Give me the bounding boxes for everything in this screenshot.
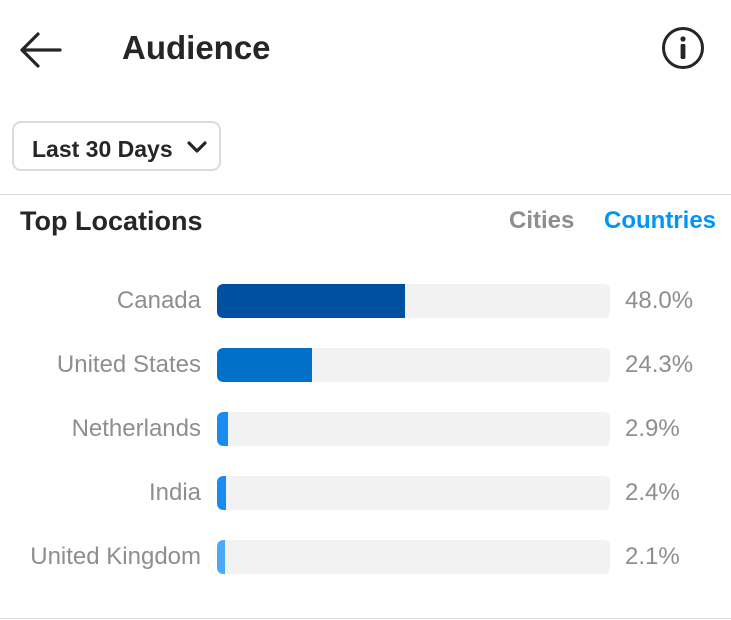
location-bar-track: [217, 540, 610, 574]
location-name: India: [148, 479, 201, 506]
location-row: United States 24.3%: [0, 347, 731, 383]
date-range-dropdown[interactable]: Last 30 Days: [12, 121, 221, 171]
location-bar-track: [217, 476, 610, 510]
divider: [0, 618, 731, 619]
location-bar-fill: [217, 348, 312, 382]
location-bar-fill: [217, 540, 225, 574]
back-button[interactable]: [18, 30, 64, 70]
tab-countries[interactable]: Countries: [604, 207, 717, 234]
location-row: United Kingdom 2.1%: [0, 539, 731, 575]
location-row: Canada 48.0%: [0, 283, 731, 319]
location-percent: 48.0%: [625, 287, 694, 314]
chevron-down-icon: [187, 141, 207, 153]
location-percent: 24.3%: [625, 351, 694, 378]
info-button[interactable]: [660, 25, 706, 71]
location-bar-track: [217, 412, 610, 446]
divider: [0, 194, 731, 195]
location-percent: 2.1%: [625, 543, 680, 570]
location-percent: 2.9%: [625, 415, 680, 442]
location-name: Canada: [116, 287, 201, 314]
location-name: United States: [56, 351, 201, 378]
location-row: Netherlands 2.9%: [0, 411, 731, 447]
date-range-label: Last 30 Days: [32, 136, 173, 162]
tab-cities[interactable]: Cities: [509, 207, 575, 234]
location-bar-track: [217, 348, 610, 382]
location-bar-fill: [217, 476, 226, 510]
location-name: Netherlands: [71, 415, 201, 442]
page-title: Audience: [122, 29, 271, 66]
section-title: Top Locations: [20, 206, 203, 236]
info-circle-icon: [662, 27, 704, 69]
location-bar-fill: [217, 412, 228, 446]
location-bar-fill: [217, 284, 405, 318]
location-row: India 2.4%: [0, 475, 731, 511]
location-name: United Kingdom: [30, 543, 201, 570]
location-percent: 2.4%: [625, 479, 680, 506]
arrow-left-icon: [20, 32, 62, 68]
header: Audience: [0, 0, 731, 100]
location-bar-track: [217, 284, 610, 318]
